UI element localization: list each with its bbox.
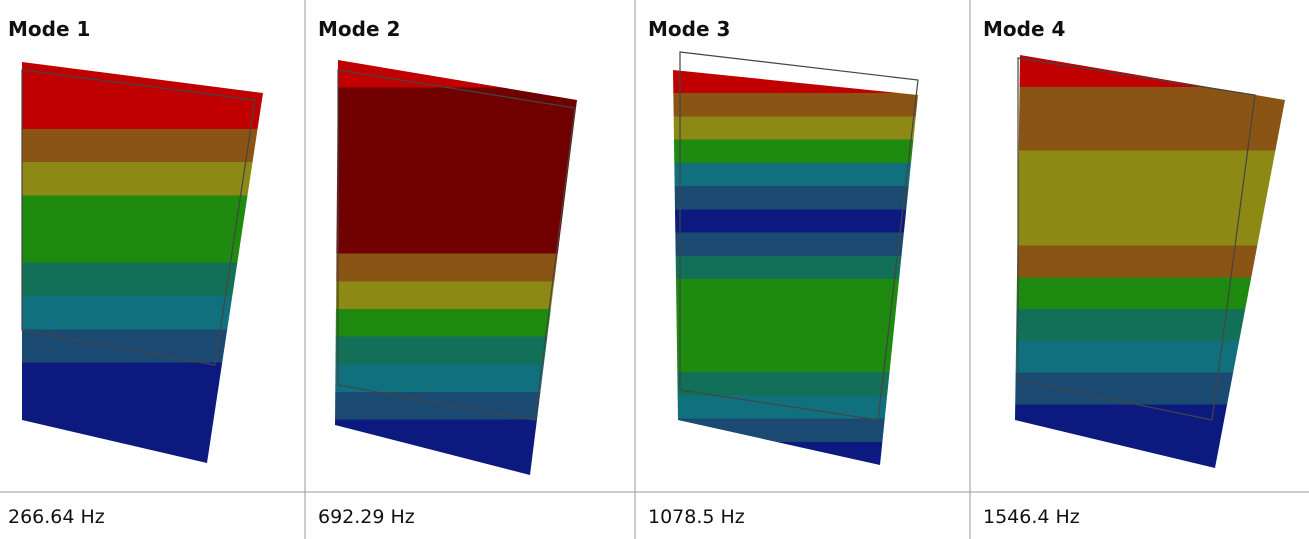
mode-shapes xyxy=(22,52,1285,475)
mode-shape xyxy=(335,60,577,475)
frequency: 266.64 Hz xyxy=(8,506,105,528)
mode-header: Mode 3 xyxy=(648,17,730,41)
mode-table: Mode 1 Mode 2 Mode 3 Mode 4 266.64 Hz 69… xyxy=(0,0,1309,539)
mode-shape xyxy=(673,70,918,465)
mode-header: Mode 1 xyxy=(8,17,90,41)
frequency: 692.29 Hz xyxy=(318,506,415,528)
mode-header: Mode 4 xyxy=(983,17,1065,41)
mode-shape xyxy=(1015,55,1285,468)
frequency: 1078.5 Hz xyxy=(648,506,745,528)
mode-shape xyxy=(22,62,263,463)
frequency: 1546.4 Hz xyxy=(983,506,1080,528)
mode-header: Mode 2 xyxy=(318,17,400,41)
